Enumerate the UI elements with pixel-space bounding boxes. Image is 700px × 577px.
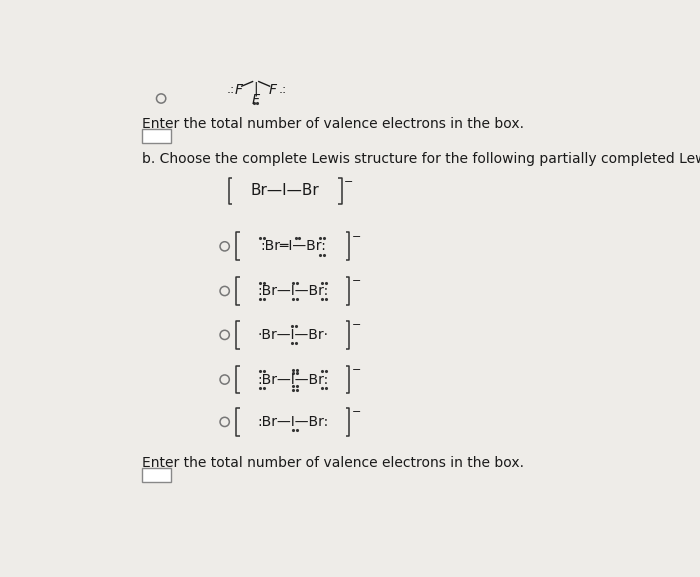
Text: Enter the total number of valence electrons in the box.: Enter the total number of valence electr… [141,456,524,470]
Text: F: F [269,83,276,97]
Text: −: − [352,365,361,375]
Text: −: − [344,177,354,187]
Text: ·Br—I—Br·: ·Br—I—Br· [258,328,328,342]
Text: :Br—I—Br:: :Br—I—Br: [258,415,328,429]
Text: F: F [234,83,243,97]
Text: :Br═I—Br:: :Br═I—Br: [260,239,326,253]
Text: Br—I—Br: Br—I—Br [251,183,319,198]
Text: :Br—I—Br:: :Br—I—Br: [258,284,328,298]
Text: .:: .: [227,83,235,96]
Text: b. Choose the complete Lewis structure for the following partially completed Lew: b. Choose the complete Lewis structure f… [141,152,700,166]
FancyBboxPatch shape [141,129,172,143]
Text: Enter the total number of valence electrons in the box.: Enter the total number of valence electr… [141,117,524,131]
Text: .:: .: [279,83,287,96]
Text: −: − [352,232,361,242]
Text: |: | [253,81,258,96]
Text: :Br—I—Br:: :Br—I—Br: [258,373,328,387]
Text: −: − [352,276,361,286]
Text: F: F [252,93,260,107]
Text: −: − [352,320,361,330]
FancyBboxPatch shape [141,468,172,482]
Text: −: − [352,407,361,417]
